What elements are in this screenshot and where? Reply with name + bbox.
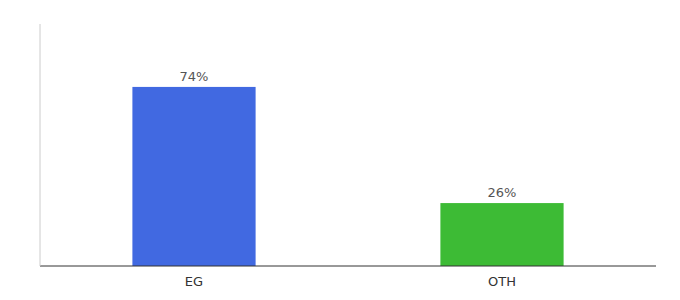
x-tick-label: EG <box>185 274 203 289</box>
plot: EG OTH 74% 26% <box>40 24 656 289</box>
x-tick-label: OTH <box>488 274 516 289</box>
x-axis-line <box>40 266 656 267</box>
data-label: 74% <box>180 69 209 84</box>
chart-container: EG OTH 74% 26% <box>0 0 680 300</box>
bar <box>440 203 563 266</box>
chart: EG OTH 74% 26% <box>0 0 680 300</box>
bars <box>132 87 563 266</box>
data-label: 26% <box>488 185 517 200</box>
y-axis-line <box>40 24 41 266</box>
bar <box>132 87 255 266</box>
